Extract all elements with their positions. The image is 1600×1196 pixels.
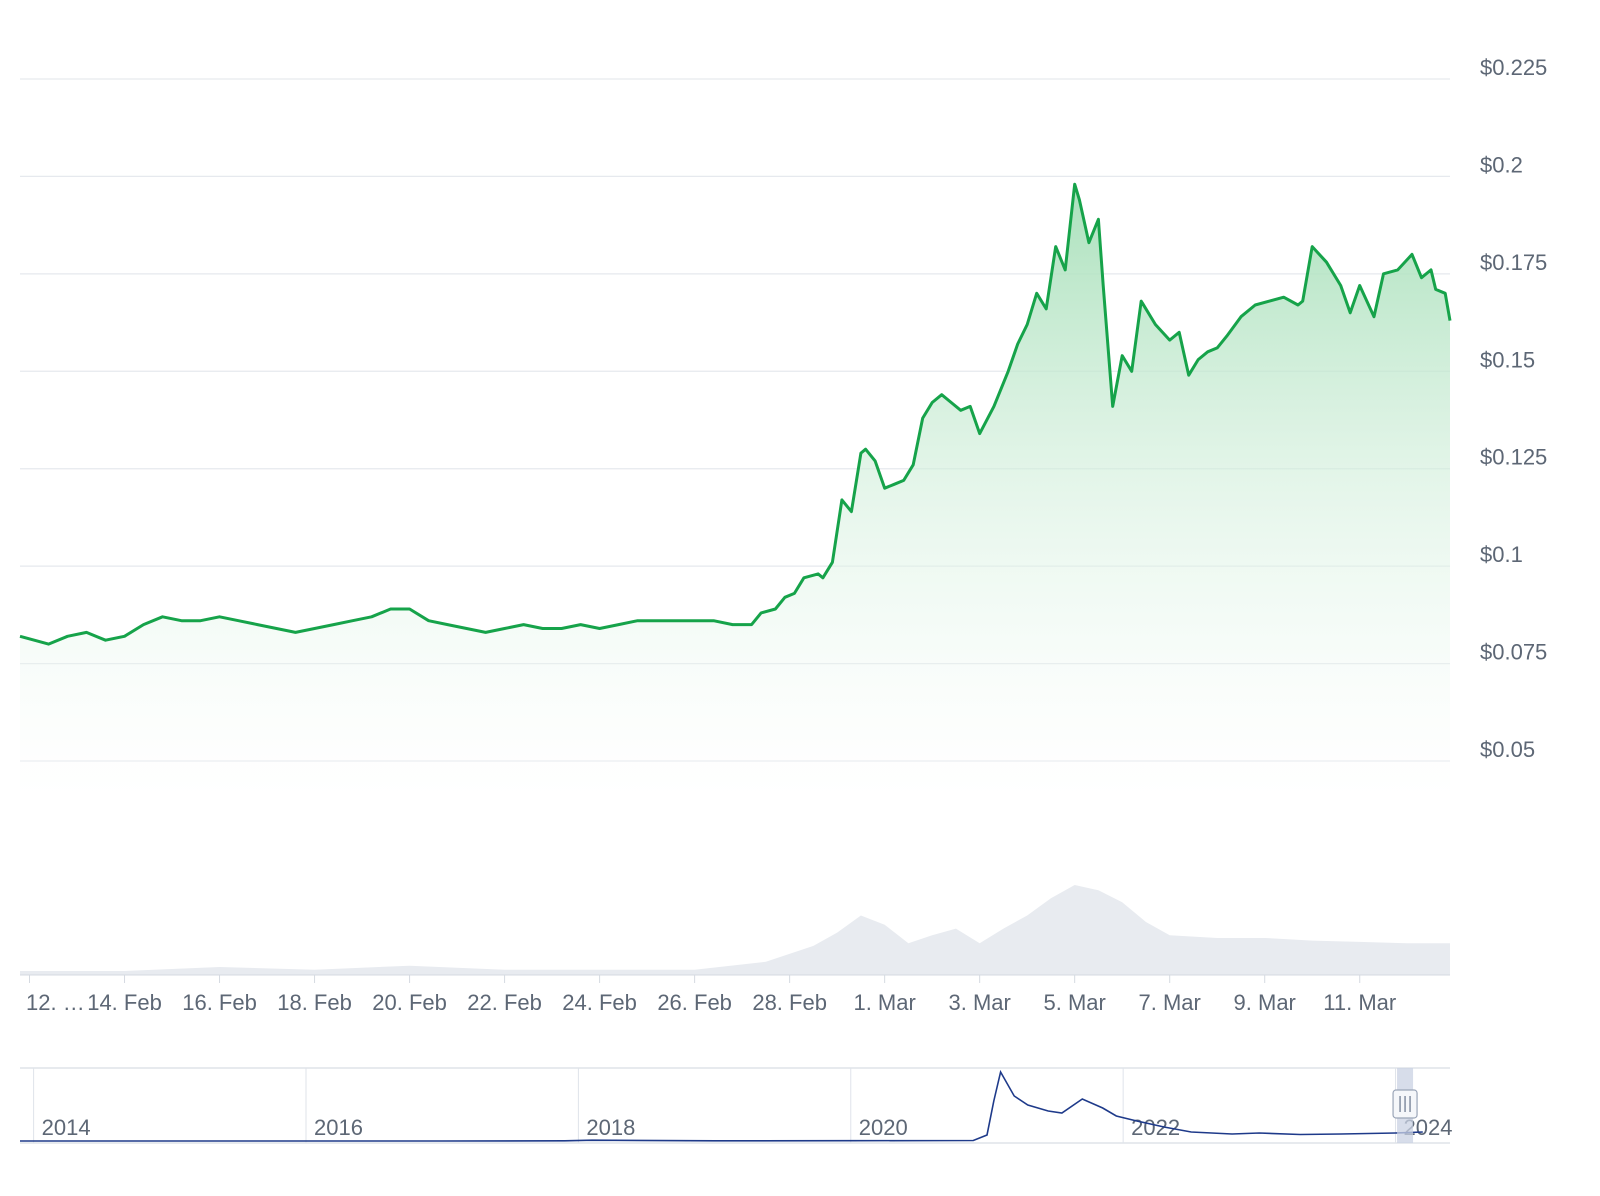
navigator-year-label: 2014	[42, 1115, 91, 1140]
navigator[interactable]: 2014 2016 2018 2020 2022 2024	[20, 1067, 1452, 1144]
y-tick-label: $0.225	[1480, 55, 1547, 80]
x-tick-label: 24. Feb	[562, 990, 637, 1015]
navigator-year-label: 2018	[586, 1115, 635, 1140]
y-tick-label: $0.2	[1480, 152, 1523, 177]
navigator-year-label: 2020	[859, 1115, 908, 1140]
y-axis: $0.225 $0.2 $0.175 $0.15 $0.125 $0.1 $0.075 $0.…	[1480, 55, 1547, 762]
y-tick-label: $0.175	[1480, 250, 1547, 275]
x-tick-label: 16. Feb	[182, 990, 257, 1015]
y-tick-label: $0.1	[1480, 542, 1523, 567]
x-tick-label: 1. Mar	[853, 990, 915, 1015]
y-tick-label: $0.05	[1480, 737, 1535, 762]
x-tick-label: 22. Feb	[467, 990, 542, 1015]
price-series	[19, 182, 1452, 800]
y-tick-label: $0.075	[1480, 640, 1547, 665]
navigator-year-label: 2016	[314, 1115, 363, 1140]
x-tick-label: 12. …	[26, 990, 85, 1015]
x-tick-label: 9. Mar	[1234, 990, 1296, 1015]
x-tick-label: 14. Feb	[87, 990, 162, 1015]
x-tick-label: 7. Mar	[1139, 990, 1201, 1015]
y-tick-label: $0.15	[1480, 347, 1535, 372]
x-axis: 12. … 14. Feb 16. Feb 18. Feb 20. Feb 22. Feb…	[20, 974, 1450, 1015]
x-tick-label: 3. Mar	[948, 990, 1010, 1015]
x-tick-label: 26. Feb	[657, 990, 732, 1015]
navigator-year-label: 2022	[1131, 1115, 1180, 1140]
volume-bars	[20, 885, 1450, 975]
volume-area	[20, 885, 1450, 975]
x-tick-label: 5. Mar	[1044, 990, 1106, 1015]
navigator-history-line	[20, 1069, 1423, 1142]
y-tick-label: $0.125	[1480, 445, 1547, 470]
x-tick-label: 11. Mar	[1323, 990, 1396, 1015]
price-area-fill	[20, 184, 1450, 800]
x-tick-label: 18. Feb	[277, 990, 352, 1015]
x-tick-label: 28. Feb	[752, 990, 827, 1015]
navigator-handle-icon[interactable]	[1392, 1089, 1418, 1119]
price-line	[19, 182, 1452, 646]
x-tick-label: 20. Feb	[372, 990, 447, 1015]
